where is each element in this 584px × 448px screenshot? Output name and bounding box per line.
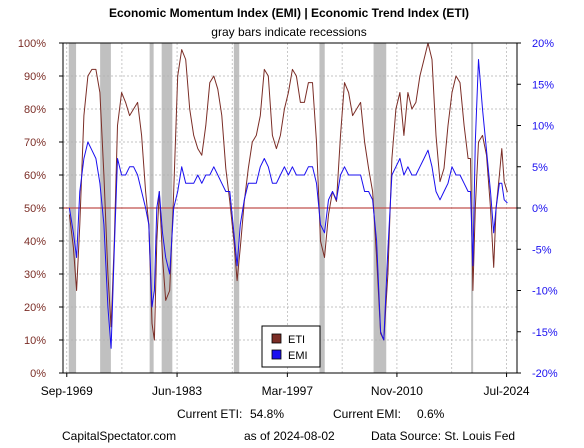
x-axis-tick-label: Sep-1969 [41, 384, 93, 398]
legend-swatch-emi [271, 349, 282, 360]
right-axis-tick-label: -5% [532, 244, 552, 256]
left-axis-tick-label: 30% [24, 269, 46, 281]
series-line-emi [68, 59, 508, 349]
right-axis-tick-label: -15% [532, 327, 558, 339]
right-axis-tick-label: -10% [532, 286, 558, 298]
legend-label-emi: EMI [288, 350, 308, 362]
legend-label-eti: ETI [288, 334, 305, 346]
left-axis-tick-label: 100% [18, 38, 46, 50]
left-axis-tick-label: 0% [30, 368, 46, 380]
series-line-eti [68, 42, 508, 341]
chart-subtitle: gray bars indicate recessions [211, 25, 366, 39]
current-emi-label: Current EMI: [333, 407, 401, 421]
right-axis-tick-label: 0% [532, 203, 548, 215]
site-credit: CapitalSpectator.com [62, 429, 176, 443]
right-axis-tick-label: 20% [532, 38, 554, 50]
x-axis-tick-label: Jun-1983 [152, 384, 202, 398]
chart-title: Economic Momentum Index (EMI) | Economic… [109, 6, 469, 20]
chart-legend: ETI EMI [261, 325, 321, 368]
data-source: Data Source: St. Louis Fed [371, 429, 515, 443]
current-eti-value: 54.8% [250, 407, 284, 421]
left-axis-tick-label: 60% [24, 170, 46, 182]
series-lines [68, 42, 508, 349]
as-of-date: as of 2024-08-02 [244, 429, 335, 443]
left-axis-tick-label: 50% [24, 203, 46, 215]
left-axis-tick-label: 40% [24, 236, 46, 248]
legend-box [261, 325, 321, 368]
left-axis-ticks: 0% 10% 20% 30% 40% 50% 60% 70% 80% 90% 100% [18, 38, 63, 380]
left-axis-tick-label: 90% [24, 71, 46, 83]
right-axis-tick-label: -20% [532, 368, 558, 380]
left-axis-tick-label: 10% [24, 335, 46, 347]
left-axis-tick-label: 20% [24, 302, 46, 314]
footer: Current ETI: 54.8% Current EMI: 0.6% Cap… [62, 407, 515, 443]
right-axis-tick-label: 5% [532, 162, 548, 174]
right-axis-tick-label: 10% [532, 121, 554, 133]
current-eti-label: Current ETI: [177, 407, 242, 421]
right-axis-ticks: -20% -15% -10% -5% 0% 5% 10% 15% 20% [517, 38, 558, 380]
x-axis-tick-label: Nov-2010 [371, 384, 423, 398]
legend-swatch-eti [271, 333, 282, 344]
left-axis-tick-label: 80% [24, 104, 46, 116]
left-axis-tick-label: 70% [24, 137, 46, 149]
right-axis-tick-label: 15% [532, 79, 554, 91]
x-axis-ticks: Sep-1969 Jun-1983 Mar-1997 Nov-2010 Jul-2024 [41, 373, 530, 398]
x-axis-tick-label: Jul-2024 [484, 384, 530, 398]
current-emi-value: 0.6% [417, 407, 445, 421]
x-axis-tick-label: Mar-1997 [262, 384, 314, 398]
